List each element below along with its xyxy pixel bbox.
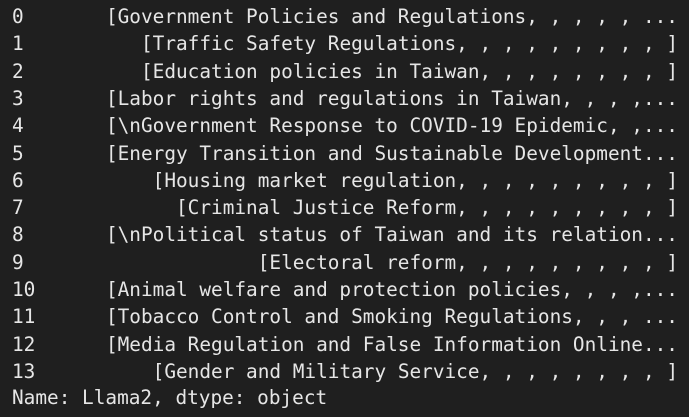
row-index: 2 [12, 59, 24, 83]
row-index: 13 [12, 359, 36, 383]
series-row: 11 [Tobacco Control and Smoking Regulatio… [0, 303, 689, 330]
row-value: [\nGovernment Response to COVID-19 Epide… [105, 114, 678, 138]
row-value: [Education policies in Taiwan, , , , , ,… [140, 59, 678, 83]
series-row: 9 [Electoral reform, , , , , , , , , ] [0, 249, 689, 276]
row-index: 3 [12, 86, 24, 110]
series-row: 13 [Gender and Military Service, , , , , … [0, 358, 689, 385]
series-footer: Name: Llama2, dtype: object [12, 386, 328, 409]
row-value: [Electoral reform, , , , , , , , , ] [257, 250, 678, 274]
row-index: 1 [12, 32, 24, 56]
row-index: 7 [12, 196, 24, 220]
row-index: 10 [12, 278, 36, 301]
series-row: 1 [Traffic Safety Regulations, , , , , , … [0, 30, 689, 57]
row-value: [Tobacco Control and Smoking Regulations… [105, 305, 678, 329]
row-index: 12 [12, 332, 36, 356]
series-row: 7 [Criminal Justice Reform, , , , , , , ,… [0, 194, 689, 221]
row-value: [Traffic Safety Regulations, , , , , , ,… [140, 32, 678, 56]
series-row: 3 [Labor rights and regulations in Taiwan… [0, 85, 689, 112]
series-row: 4 [\nGovernment Response to COVID-19 Epid… [0, 112, 689, 139]
row-value: [Animal welfare and protection policies,… [105, 278, 678, 301]
row-value: [Media Regulation and False Information … [105, 332, 678, 356]
row-index: 6 [12, 168, 24, 192]
series-row: 5 [Energy Transition and Sustainable Deve… [0, 140, 689, 167]
row-index: 9 [12, 250, 24, 274]
row-value: [Criminal Justice Reform, , , , , , , , … [176, 196, 678, 220]
row-index: 11 [12, 305, 36, 329]
row-value: [Government Policies and Regulations, , … [105, 5, 678, 28]
row-index: 0 [12, 5, 24, 28]
series-row: 6 [Housing market regulation, , , , , , ,… [0, 167, 689, 194]
series-row: 2 [Education policies in Taiwan, , , , , … [0, 58, 689, 85]
row-index: 8 [12, 223, 24, 247]
series-row: 8 [\nPolitical status of Taiwan and its r… [0, 221, 689, 248]
row-index: 5 [12, 141, 24, 165]
row-value: [Labor rights and regulations in Taiwan,… [105, 86, 678, 110]
series-row: 0 [Government Policies and Regulations, ,… [0, 3, 689, 30]
row-value: [Housing market regulation, , , , , , , … [152, 168, 678, 192]
row-value: [Energy Transition and Sustainable Devel… [105, 141, 678, 165]
row-value: [Gender and Military Service, , , , , , … [152, 359, 678, 383]
series-row: 10 [Animal welfare and protection policie… [0, 276, 689, 303]
row-index: 4 [12, 114, 24, 138]
series-row: 12 [Media Regulation and False Informatio… [0, 331, 689, 358]
row-value: [\nPolitical status of Taiwan and its re… [105, 223, 678, 247]
